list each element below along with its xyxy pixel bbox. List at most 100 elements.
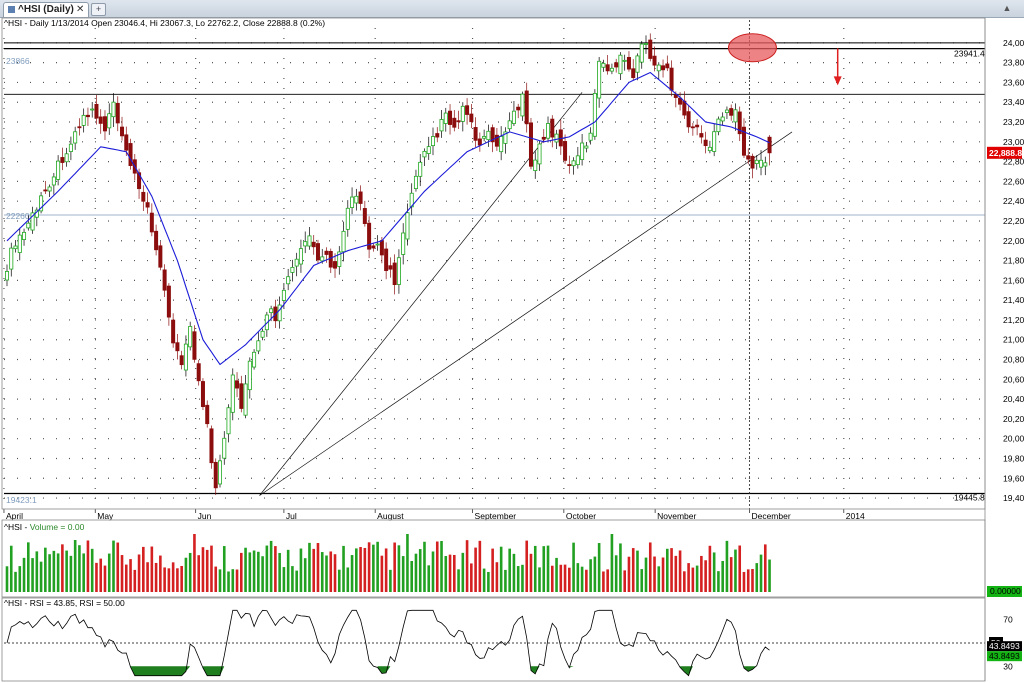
volume-bar <box>431 551 435 592</box>
month-label: April <box>6 511 23 521</box>
candle-body <box>605 64 610 72</box>
price-tick-label: 21,000 <box>1003 335 1024 345</box>
volume-bar <box>299 548 303 592</box>
price-tick-label: 20,600 <box>1003 374 1024 384</box>
month-label: December <box>751 511 790 521</box>
volume-bar <box>572 542 575 592</box>
candle-body <box>396 257 401 285</box>
rsi-flag-a <box>987 641 1022 652</box>
chart-tab[interactable]: ^HSI (Daily) ✕ <box>3 2 89 17</box>
volume-bar <box>163 567 166 592</box>
volume-bar <box>670 548 673 592</box>
volume-bar <box>529 553 533 592</box>
month-label: August <box>377 511 404 521</box>
volume-flag <box>987 586 1022 597</box>
volume-bar <box>244 547 247 592</box>
candle-body <box>588 132 593 141</box>
volume-bar <box>499 546 503 592</box>
candle-body <box>511 110 516 124</box>
volume-bar <box>171 562 175 592</box>
candle-body <box>311 241 316 248</box>
volume-bar <box>154 562 158 592</box>
volume-bar <box>636 550 639 592</box>
volume-bar <box>137 554 141 592</box>
month-label: Jul <box>286 511 297 521</box>
volume-bar <box>350 555 354 592</box>
level-label: 19423.1 <box>6 495 37 505</box>
candle-body <box>128 143 133 166</box>
candle-body <box>401 232 406 255</box>
volume-bar <box>363 547 367 592</box>
price-tick-label: 23,200 <box>1003 117 1024 127</box>
volume-bar <box>495 562 499 592</box>
volume-bar <box>666 548 669 592</box>
price-tick-label: 22,200 <box>1003 216 1024 226</box>
candle-body <box>247 360 252 391</box>
volume-bar <box>240 552 243 592</box>
volume-bar <box>69 555 73 592</box>
volume-panel-title: ^HSI - Volume = 0.00 <box>4 522 84 532</box>
candle-body <box>205 404 210 425</box>
volume-bar <box>320 552 324 592</box>
candle-body <box>217 460 222 485</box>
candle-body <box>609 67 614 72</box>
candle-body <box>64 153 69 163</box>
candle-body <box>328 250 333 268</box>
volume-bar <box>461 552 465 592</box>
candle-body <box>644 43 649 45</box>
volume-bar <box>150 546 154 592</box>
candle-body <box>124 134 129 151</box>
candle-body <box>22 231 27 240</box>
volume-bar <box>606 569 609 592</box>
volume-bar <box>35 551 39 592</box>
candle-body <box>592 93 597 137</box>
volume-bar <box>759 554 763 592</box>
candle-body <box>315 243 320 261</box>
candle-body <box>222 437 227 459</box>
close-icon[interactable]: ✕ <box>76 4 85 15</box>
volume-bar <box>65 550 68 592</box>
candle-body <box>9 247 14 270</box>
volume-bar <box>22 557 26 592</box>
price-tick-label: 21,800 <box>1003 256 1024 266</box>
volume-bar <box>278 552 281 592</box>
candle-body <box>298 248 303 265</box>
candle-body <box>499 136 504 153</box>
volume-bar <box>90 548 94 592</box>
volume-bar <box>142 546 145 592</box>
candle-body <box>724 109 729 114</box>
candle-body <box>477 138 482 146</box>
candle-body <box>469 113 474 123</box>
candle-body <box>73 131 78 144</box>
volume-bar <box>18 566 22 592</box>
price-tick-label: 22,400 <box>1003 196 1024 206</box>
volume-bar <box>482 568 486 592</box>
volume-bar <box>418 549 422 592</box>
volume-bar <box>568 567 571 592</box>
candle-body <box>154 230 159 251</box>
volume-bar <box>631 548 635 592</box>
price-tick-label: 19,800 <box>1003 453 1024 463</box>
candle-body <box>303 241 308 247</box>
volume-bar <box>359 547 362 592</box>
scroll-up-icon[interactable]: ▲ <box>1002 3 1012 13</box>
month-axis: April May Jun Jul August September October Nove… <box>3 509 865 521</box>
volume-bar <box>644 557 648 592</box>
candle-body <box>690 126 695 129</box>
candle-body <box>737 111 742 135</box>
volume-bar <box>423 541 426 592</box>
volume-bar <box>346 567 350 592</box>
volume-bar <box>248 552 252 592</box>
candle-body <box>580 142 585 160</box>
last-price-flag <box>987 146 1022 159</box>
candle-body <box>669 67 674 91</box>
volume-bar <box>695 565 699 592</box>
volume-bar <box>700 555 703 592</box>
volume-bar <box>329 551 333 592</box>
volume-bar <box>52 550 56 592</box>
new-tab-button[interactable]: + <box>91 3 106 16</box>
level-label: 23866 <box>6 56 30 66</box>
volume-bar <box>410 561 413 592</box>
candle-body <box>686 111 691 128</box>
